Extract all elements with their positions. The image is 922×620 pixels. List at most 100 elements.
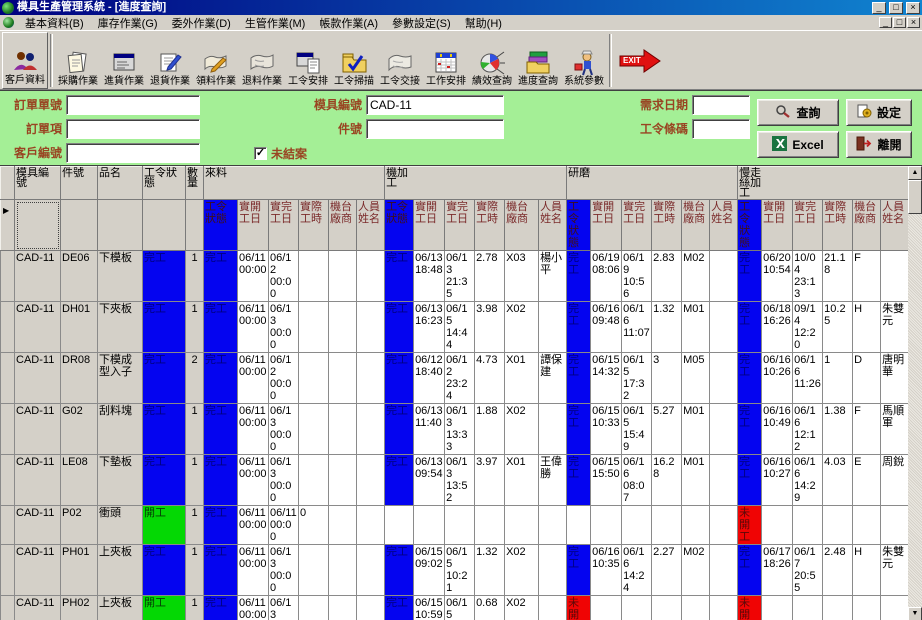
cell-end-date[interactable]: 06/15 10:21: [444, 544, 476, 596]
cell-person[interactable]: 楊小平: [538, 250, 568, 302]
cell-machine[interactable]: [328, 301, 357, 353]
cell-machine[interactable]: H: [852, 301, 882, 353]
toolbar-button-goods-return[interactable]: 退貨作業: [147, 32, 193, 89]
cell-mold-no[interactable]: CAD-11: [14, 352, 61, 404]
menu-item-6[interactable]: 幫助(H): [464, 17, 502, 30]
cell-hours[interactable]: 4.03: [822, 454, 854, 506]
cell-hours[interactable]: 1.38: [822, 403, 854, 455]
cell-start-date[interactable]: 06/16 09:48: [590, 301, 623, 353]
cell-section-status[interactable]: 完工: [203, 352, 238, 404]
cell-hours[interactable]: 3.97: [474, 454, 506, 506]
cell-machine[interactable]: X02: [504, 595, 540, 620]
cell-start-date[interactable]: 06/13 09:54: [413, 454, 446, 506]
cell-part-name[interactable]: 上夾板: [97, 544, 143, 596]
cell-start-date[interactable]: 06/18 16:26: [761, 301, 794, 353]
cell-hours[interactable]: 16.28: [651, 454, 683, 506]
cell-person[interactable]: [709, 454, 739, 506]
workorder-barcode-input[interactable]: [692, 119, 750, 139]
cell-machine[interactable]: X01: [504, 454, 540, 506]
cell-start-date[interactable]: 06/15 14:32: [590, 352, 623, 404]
query-button[interactable]: 查詢: [757, 99, 839, 126]
cell-start-date[interactable]: 06/16 10:49: [761, 403, 794, 455]
cell-part-name[interactable]: 下模成型入子: [97, 352, 143, 404]
cell-machine[interactable]: E: [852, 454, 882, 506]
cell-section-status[interactable]: 完工: [737, 250, 763, 302]
cell-workorder-status[interactable]: 完工: [142, 544, 186, 596]
cell-machine[interactable]: M01: [681, 301, 711, 353]
toolbar-button-purchase[interactable]: 採購作業: [55, 32, 101, 89]
minimize-button[interactable]: _: [872, 1, 886, 14]
cell-start-date[interactable]: 06/11 00:00: [237, 403, 269, 455]
cell-section-status[interactable]: 完工: [566, 301, 592, 353]
cell-person[interactable]: [355, 250, 386, 302]
cell-machine[interactable]: D: [852, 352, 882, 404]
cell-hours[interactable]: [298, 544, 329, 596]
cell-mold-no[interactable]: CAD-11: [14, 505, 61, 545]
toolbar-button-workorder-arrange[interactable]: 工令安排: [285, 32, 331, 89]
cell-start-date[interactable]: 06/11 00:00: [237, 544, 269, 596]
cell-hours[interactable]: 1.32: [474, 544, 506, 596]
cell-section-status[interactable]: [384, 505, 415, 545]
mdi-minimize-button[interactable]: _: [879, 17, 892, 28]
cell-person[interactable]: [538, 595, 568, 620]
mdi-restore-button[interactable]: □: [893, 17, 906, 28]
cell-section-status[interactable]: 完工: [203, 301, 238, 353]
cell-hours[interactable]: 3: [651, 352, 683, 404]
cell-machine[interactable]: M02: [681, 544, 711, 596]
menu-item-5[interactable]: 參數設定(S): [392, 17, 451, 30]
cell-section-status[interactable]: 完工: [566, 352, 592, 404]
cell-end-date[interactable]: 06/16 11:26: [792, 352, 824, 404]
mdi-child-icon[interactable]: [3, 17, 14, 28]
cell-start-date[interactable]: 06/17 18:26: [761, 544, 794, 596]
cell-machine[interactable]: F: [852, 403, 882, 455]
cell-mold-no[interactable]: CAD-11: [14, 301, 61, 353]
cell-hours[interactable]: [298, 250, 329, 302]
cell-person[interactable]: [355, 403, 386, 455]
toolbar-button-workorder-scan[interactable]: 工令掃描: [331, 32, 377, 89]
cell-end-date[interactable]: 06/15 11:40: [444, 595, 476, 620]
toolbar-button-performance-query[interactable]: 績效查詢: [469, 32, 515, 89]
cell-part-no[interactable]: DR08: [60, 352, 98, 404]
cell-section-status[interactable]: 完工: [203, 505, 238, 545]
cell-machine[interactable]: [681, 505, 711, 545]
cell-end-date[interactable]: 06/15 14:44: [444, 301, 476, 353]
cell-hours[interactable]: [822, 595, 854, 620]
cell-machine[interactable]: [681, 595, 711, 620]
cell-start-date[interactable]: 06/11 00:00: [237, 595, 269, 620]
cell-hours[interactable]: 2.48: [822, 544, 854, 596]
cell-start-date[interactable]: 06/13 11:40: [413, 403, 446, 455]
cell-part-name[interactable]: 刮料塊: [97, 403, 143, 455]
cell-start-date[interactable]: 06/15 10:33: [590, 403, 623, 455]
cell-part-no[interactable]: PH02: [60, 595, 98, 620]
cell-hours[interactable]: 2.27: [651, 544, 683, 596]
cell-person[interactable]: [709, 403, 739, 455]
cell-section-status[interactable]: 完工: [203, 595, 238, 620]
cell-hours[interactable]: 21.18: [822, 250, 854, 302]
cell-person[interactable]: [709, 505, 739, 545]
cell-end-date[interactable]: 06/16 14:24: [621, 544, 653, 596]
cell-person[interactable]: [355, 544, 386, 596]
cell-part-no[interactable]: DH01: [60, 301, 98, 353]
exit-button[interactable]: EXIT: [614, 32, 666, 89]
cell-start-date[interactable]: 06/20 10:54: [761, 250, 794, 302]
cell-workorder-status[interactable]: 完工: [142, 301, 186, 353]
menu-item-2[interactable]: 委外作業(D): [171, 17, 231, 30]
cell-hours[interactable]: [651, 505, 683, 545]
scroll-down-icon[interactable]: ▼: [908, 607, 922, 620]
cell-section-status[interactable]: 完工: [384, 595, 415, 620]
cell-section-status[interactable]: 未開工: [566, 595, 592, 620]
cell-part-no[interactable]: PH01: [60, 544, 98, 596]
toolbar-button-receiving[interactable]: 進貨作業: [101, 32, 147, 89]
cell-qty[interactable]: 1: [185, 505, 204, 545]
cell-person[interactable]: 王偉勝: [538, 454, 568, 506]
cell-workorder-status[interactable]: 完工: [142, 454, 186, 506]
cell-start-date[interactable]: [761, 595, 794, 620]
cell-end-date[interactable]: 06/13 00:00: [268, 403, 299, 455]
cell-end-date[interactable]: 06/16 08:07: [621, 454, 653, 506]
cell-section-status[interactable]: 完工: [384, 454, 415, 506]
cell-part-name[interactable]: 下模板: [97, 250, 143, 302]
part-no-input[interactable]: [366, 119, 504, 139]
toolbar-button-work-schedule[interactable]: 工作安排: [423, 32, 469, 89]
cell-workorder-status[interactable]: 開工: [142, 595, 186, 620]
cell-end-date[interactable]: 06/17 20:55: [792, 544, 824, 596]
